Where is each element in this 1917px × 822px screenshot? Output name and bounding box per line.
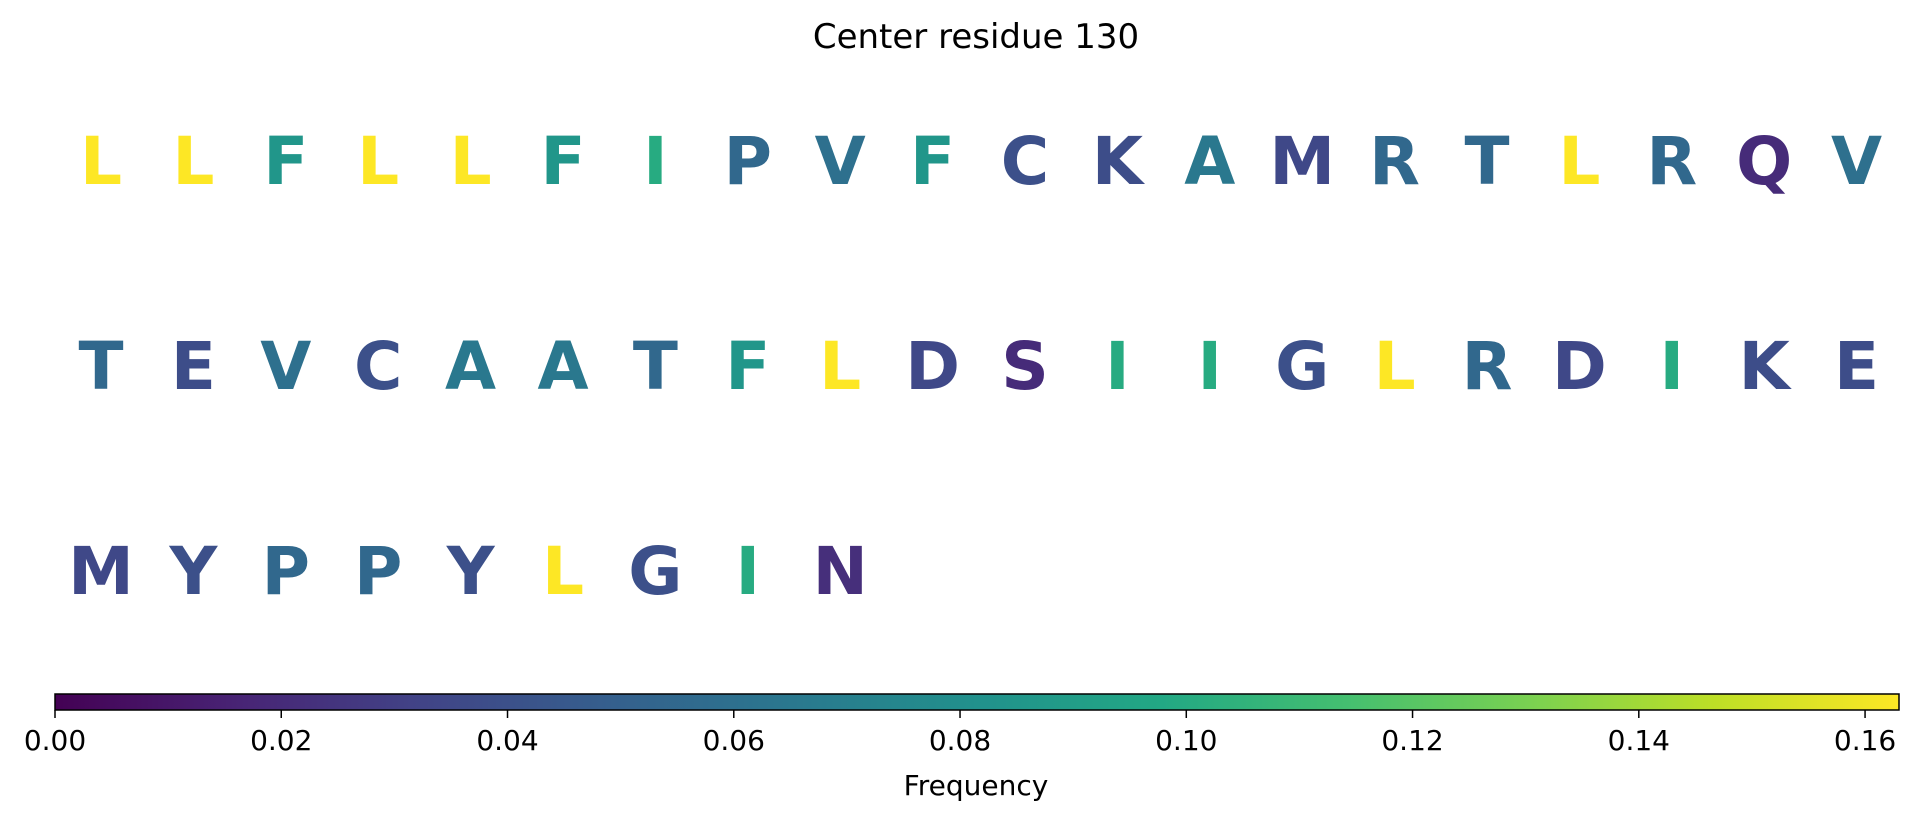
residue-letter: T (78, 328, 123, 405)
residue-letter: L (172, 123, 214, 200)
residue-letter: R (1646, 123, 1697, 200)
colorbar-gradient (54, 693, 1900, 711)
residue-letter: M (1269, 123, 1335, 200)
residue-letter: F (725, 328, 770, 405)
residue-letter: Y (446, 533, 496, 610)
residue-letter: K (1092, 123, 1146, 200)
colorbar: 0.00 0.02 0.04 0.06 0.08 0.10 0.12 0.14 0.16 Fre… (24, 693, 1900, 802)
residue-letter: P (262, 533, 310, 610)
residue-letter: Q (1736, 123, 1792, 200)
residue-letter: I (1660, 328, 1685, 405)
residue-letter: G (1275, 328, 1329, 405)
residue-letter: F (263, 123, 308, 200)
residue-letter: M (68, 533, 134, 610)
residue-letter: T (1464, 123, 1509, 200)
residue-letter: S (1001, 328, 1049, 405)
colorbar-ticks: 0.00 0.02 0.04 0.06 0.08 0.10 0.12 0.14 0.16 (24, 710, 1896, 757)
residue-letter: F (910, 123, 955, 200)
residue-letter: I (736, 533, 761, 610)
residue-letter: T (633, 328, 678, 405)
colorbar-tick-label: 0.14 (1608, 724, 1670, 757)
residue-letter: A (537, 328, 588, 405)
colorbar-tick-label: 0.12 (1381, 724, 1443, 757)
residue-letter: R (1369, 123, 1420, 200)
residue-grid: L L F L L F I P V F C K A M R T L R Q VT E V C A A T F L D S I I G L R D I K E… (68, 123, 1882, 610)
residue-letter: V (815, 123, 866, 200)
residue-letter: I (643, 123, 668, 200)
residue-letter: D (905, 328, 960, 405)
colorbar-tick-label: 0.06 (703, 724, 765, 757)
colorbar-tick-label: 0.00 (24, 724, 86, 757)
residue-letter: K (1739, 328, 1793, 405)
colorbar-tick-label: 0.10 (1155, 724, 1217, 757)
residue-letter: N (813, 533, 868, 610)
residue-letter: D (1552, 328, 1607, 405)
residue-letter: P (354, 533, 402, 610)
colorbar-tick-label: 0.08 (929, 724, 991, 757)
residue-letter: C (1001, 123, 1049, 200)
colorbar-tick-label: 0.16 (1834, 724, 1896, 757)
residue-letter: A (1184, 123, 1235, 200)
residue-letter: Y (169, 533, 219, 610)
colorbar-tick-label: 0.02 (250, 724, 312, 757)
residue-letter: L (542, 533, 584, 610)
residue-letter: V (260, 328, 311, 405)
chart-title: Center residue 130 (813, 17, 1139, 57)
residue-letter: P (724, 123, 772, 200)
residue-letter: C (354, 328, 402, 405)
residue-letter: L (450, 123, 492, 200)
residue-letter: L (1374, 328, 1416, 405)
residue-letter: V (1831, 123, 1882, 200)
residue-letter: E (171, 328, 216, 405)
residue-letter: A (445, 328, 496, 405)
colorbar-tick-label: 0.04 (476, 724, 538, 757)
residue-letter: I (1198, 328, 1223, 405)
residue-letter: L (1558, 123, 1600, 200)
residue-letter: R (1462, 328, 1513, 405)
residue-letter: G (628, 533, 682, 610)
residue-letter: F (540, 123, 585, 200)
colorbar-label: Frequency (904, 769, 1049, 802)
residue-letter: L (357, 123, 399, 200)
residue-letter: E (1834, 328, 1879, 405)
residue-letter: L (80, 123, 122, 200)
residue-letter: L (819, 328, 861, 405)
residue-letter: I (1105, 328, 1130, 405)
